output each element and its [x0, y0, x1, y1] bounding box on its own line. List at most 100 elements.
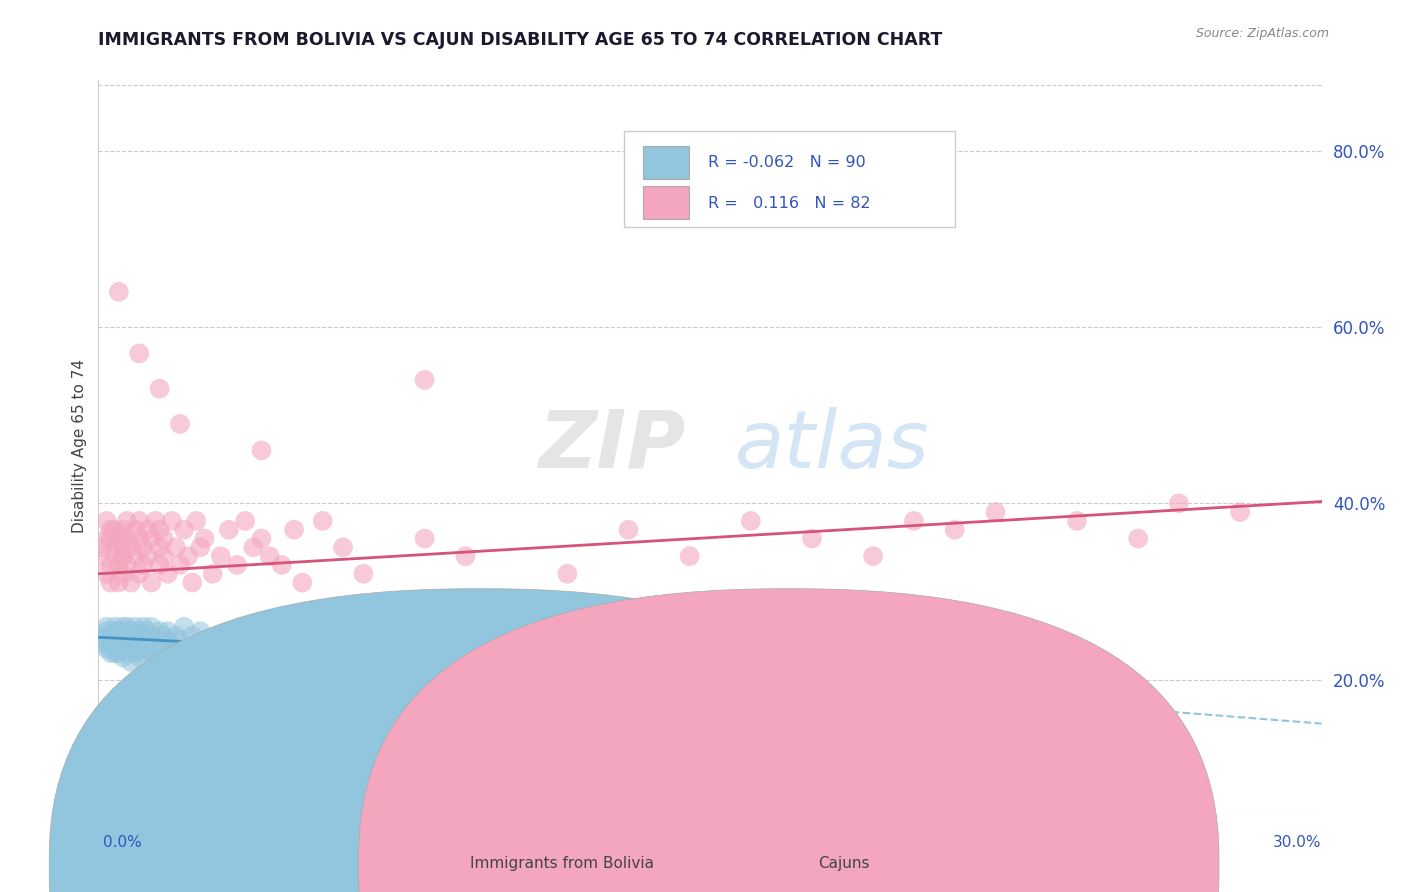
Point	[111, 566, 134, 581]
Point	[149, 523, 172, 537]
Point	[96, 624, 118, 638]
Point	[111, 650, 134, 665]
Point	[156, 632, 179, 647]
FancyBboxPatch shape	[643, 146, 689, 179]
Point	[104, 620, 127, 634]
Point	[270, 558, 294, 572]
Point	[89, 549, 111, 563]
Point	[120, 624, 142, 638]
Point	[373, 602, 395, 616]
Point	[1128, 532, 1150, 546]
Point	[598, 624, 620, 638]
Point	[145, 641, 167, 656]
Point	[104, 641, 127, 656]
Point	[283, 523, 305, 537]
Point	[120, 637, 142, 651]
Point	[149, 541, 172, 555]
Point	[100, 646, 122, 660]
Point	[115, 641, 138, 656]
Point	[120, 575, 142, 590]
Point	[124, 523, 146, 537]
Point	[186, 637, 208, 651]
Point	[201, 566, 224, 581]
Point	[120, 632, 142, 647]
Point	[108, 646, 131, 660]
Point	[1066, 514, 1088, 528]
Point	[291, 575, 314, 590]
Point	[104, 541, 127, 555]
Point	[108, 641, 131, 656]
Point	[188, 624, 212, 638]
Point	[132, 632, 155, 647]
Point	[209, 549, 232, 563]
Point	[801, 532, 824, 546]
Point	[115, 514, 138, 528]
Point	[111, 632, 134, 647]
Point	[111, 549, 134, 563]
Point	[152, 549, 174, 563]
Point	[718, 632, 742, 647]
Point	[132, 558, 155, 572]
Point	[149, 637, 172, 651]
Point	[193, 532, 215, 546]
Point	[312, 646, 335, 660]
Point	[233, 514, 256, 528]
Point	[124, 549, 146, 563]
Point	[332, 541, 354, 555]
Point	[111, 637, 134, 651]
Point	[128, 637, 150, 651]
Point	[1229, 505, 1251, 519]
Point	[100, 558, 122, 572]
Point	[93, 637, 115, 651]
Point	[231, 620, 253, 634]
Text: Cajuns: Cajuns	[818, 856, 869, 871]
Point	[250, 443, 273, 458]
Point	[115, 624, 138, 638]
Point	[100, 523, 122, 537]
Point	[201, 632, 224, 647]
Point	[188, 541, 212, 555]
Point	[218, 637, 240, 651]
Point	[145, 632, 167, 647]
Point	[169, 558, 191, 572]
Point	[115, 620, 138, 634]
Point	[100, 637, 122, 651]
Point	[141, 575, 163, 590]
Point	[1167, 496, 1189, 510]
Point	[177, 549, 200, 563]
Point	[111, 628, 134, 642]
Point	[111, 541, 134, 555]
Point	[124, 620, 146, 634]
Point	[96, 620, 118, 634]
Point	[160, 637, 183, 651]
Point	[373, 620, 395, 634]
Point	[149, 646, 172, 660]
FancyBboxPatch shape	[624, 131, 955, 227]
Point	[862, 549, 884, 563]
Point	[209, 628, 232, 642]
Text: IMMIGRANTS FROM BOLIVIA VS CAJUN DISABILITY AGE 65 TO 74 CORRELATION CHART: IMMIGRANTS FROM BOLIVIA VS CAJUN DISABIL…	[98, 31, 943, 49]
Point	[128, 532, 150, 546]
Point	[169, 417, 191, 431]
Point	[405, 641, 427, 656]
Point	[108, 558, 131, 572]
Point	[108, 632, 131, 647]
Point	[617, 523, 640, 537]
Point	[903, 514, 925, 528]
Point	[141, 532, 163, 546]
Point	[128, 566, 150, 581]
Point	[108, 285, 131, 299]
Point	[136, 637, 159, 651]
Point	[124, 646, 146, 660]
Point	[177, 646, 200, 660]
Point	[96, 566, 118, 581]
Point	[165, 541, 187, 555]
Point	[100, 575, 122, 590]
Point	[226, 558, 249, 572]
Point	[132, 641, 155, 656]
Point	[340, 637, 363, 651]
Text: R =   0.116   N = 82: R = 0.116 N = 82	[707, 195, 870, 211]
Point	[250, 532, 273, 546]
Point	[120, 541, 142, 555]
Point	[679, 549, 702, 563]
